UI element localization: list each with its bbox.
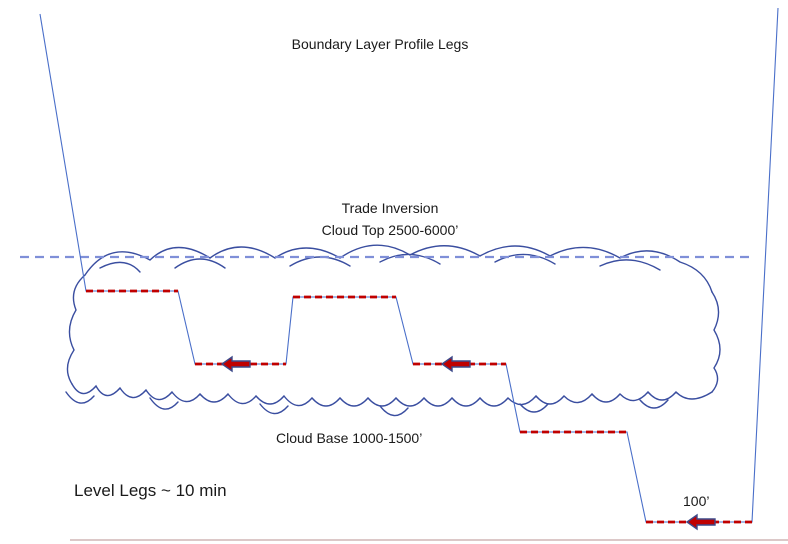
arrow-left-icon	[220, 355, 251, 373]
cloud-top-outline	[84, 244, 713, 293]
trade-inversion-label: Trade Inversion	[341, 200, 439, 216]
level-legs-label: Level Legs ~ 10 min	[74, 481, 227, 500]
direction-arrows	[220, 355, 716, 531]
flight-track	[39, 7, 779, 523]
cloud-left-outline	[66, 274, 86, 385]
cloud-icon	[65, 244, 721, 417]
cloud-top-label: Cloud Top 2500-6000’	[321, 222, 459, 238]
arrow-left-icon	[440, 355, 471, 373]
cloud-base-inner	[65, 391, 669, 417]
cloud-base-label: Cloud Base 1000-1500’	[276, 430, 423, 446]
cloud-base-outline	[71, 383, 713, 407]
diagram-title: Boundary Layer Profile Legs	[291, 36, 469, 52]
arrow-left-icon	[685, 513, 716, 531]
cloud-right-outline	[711, 291, 721, 393]
low-leg-altitude-label: 100’	[683, 493, 710, 509]
